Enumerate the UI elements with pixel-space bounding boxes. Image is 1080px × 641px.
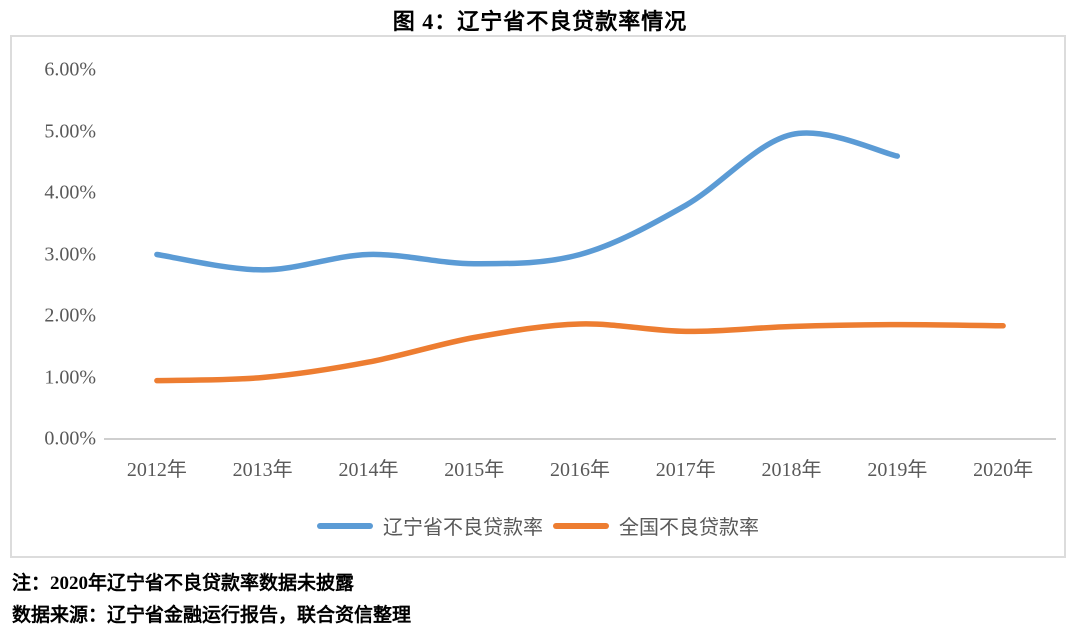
x-tick-label: 2016年 bbox=[550, 459, 610, 481]
y-tick-label: 3.00% bbox=[44, 243, 96, 265]
chart-note: 注：2020年辽宁省不良贷款率数据未披露 bbox=[12, 573, 355, 594]
x-tick-label: 2018年 bbox=[761, 459, 822, 481]
series-national-line bbox=[154, 321, 1006, 384]
legend-swatch-national-icon bbox=[553, 522, 609, 529]
x-tick-label: 2014年 bbox=[338, 459, 399, 481]
y-tick-label: 5.00% bbox=[44, 120, 96, 142]
chart-title: 图 4：辽宁省不良贷款率情况 bbox=[392, 9, 688, 34]
x-tick-label: 2017年 bbox=[655, 459, 716, 481]
x-tick-label: 2012年 bbox=[126, 459, 187, 481]
legend-item-liaoning: 辽宁省不良贷款率 bbox=[317, 511, 543, 540]
y-tick-label: 4.00% bbox=[44, 181, 96, 204]
legend-label-liaoning: 辽宁省不良贷款率 bbox=[383, 517, 543, 539]
y-tick-label: 0.00% bbox=[44, 427, 96, 450]
x-tick-label: 2013年 bbox=[232, 459, 293, 481]
chart-area: 0.00% 1.00% 2.00% 3.00% 4.00% 5.00% 6.00% 2012… bbox=[10, 35, 1066, 558]
x-tick-label: 2019年 bbox=[867, 459, 928, 481]
legend-label-national: 全国不良贷款率 bbox=[619, 517, 759, 539]
legend-item-national: 全国不良贷款率 bbox=[553, 511, 759, 540]
y-tick-label: 6.00% bbox=[44, 58, 96, 81]
legend-swatch-liaoning-icon bbox=[317, 522, 373, 529]
series-liaoning-line bbox=[154, 130, 901, 273]
y-tick-label: 1.00% bbox=[44, 366, 96, 388]
x-tick-label: 2015年 bbox=[444, 459, 505, 481]
y-tick-label: 2.00% bbox=[44, 304, 96, 327]
chart-source: 数据来源：辽宁省金融运行报告，联合资信整理 bbox=[12, 605, 412, 626]
x-tick-label: 2020年 bbox=[973, 459, 1034, 481]
line-plot bbox=[104, 130, 1056, 440]
legend: 辽宁省不良贷款率 全国不良贷款率 bbox=[12, 511, 1064, 540]
